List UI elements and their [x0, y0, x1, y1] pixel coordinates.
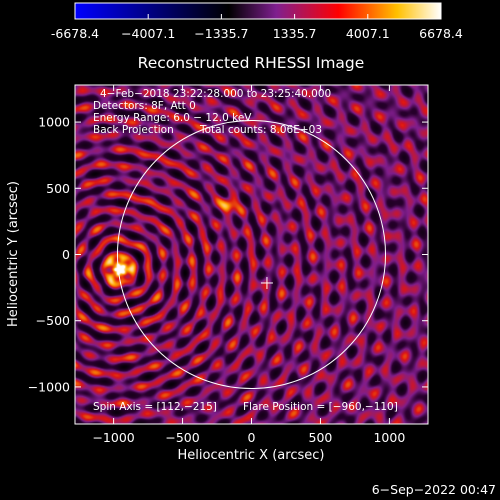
y-tick-label: −1000 [28, 379, 70, 394]
colorbar-tick-label: −4007.1 [121, 26, 175, 41]
y-tick-label: 0 [62, 247, 70, 262]
y-tick-label: 1000 [38, 115, 70, 130]
annotation-spin-axis: Spin Axis = [112,−215] [93, 401, 217, 413]
sun-center-marker [260, 276, 273, 289]
colorbar-tick-label: 4007.1 [346, 26, 390, 41]
x-tick-label: −1000 [92, 430, 134, 445]
x-tick-label: 500 [309, 430, 333, 445]
annotation-time-range: 4−Feb−2018 23:22:28.000 to 23:25:40.000 [100, 88, 331, 100]
solar-limb-circle [116, 119, 387, 390]
annotation-method: Back Projection [93, 124, 174, 136]
colorbar-tick-label: −1335.7 [194, 26, 248, 41]
chart-title: Reconstructed RHESSI Image [138, 54, 365, 72]
y-tick-label: 500 [46, 181, 70, 196]
heatmap-image [75, 85, 428, 424]
x-axis-title: Heliocentric X (arcsec) [178, 448, 325, 463]
y-axis-title: Heliocentric Y (arcsec) [6, 181, 21, 327]
colorbar-tick-label: 6678.4 [419, 26, 463, 41]
colorbar-tick-label: 1335.7 [273, 26, 317, 41]
x-tick-label: −500 [165, 430, 199, 445]
x-tick-label: 0 [248, 430, 256, 445]
annotation-detectors: Detectors: 8F, Att 0 [93, 100, 196, 112]
plot-area: −1000 −500 0 500 1000 −1000 −500 0 500 1000 [28, 84, 429, 445]
annotation-total-counts: Total counts: 8.06E+03 [199, 124, 322, 136]
y-tick-label: −500 [36, 313, 70, 328]
colorbar: -6678.4 −4007.1 −1335.7 1335.7 4007.1 6678.4 [51, 2, 463, 41]
annotation-flare-position: Flare Position = [−960,−110] [243, 401, 398, 413]
colorbar-tick-label: -6678.4 [51, 26, 99, 41]
colorbar-gradient [74, 2, 442, 20]
x-tick-label: 1000 [373, 430, 405, 445]
annotation-energy: Energy Range: 6.0 − 12.0 keV [93, 112, 252, 124]
footer-date: 6−Sep−2022 00:47 [372, 482, 496, 497]
